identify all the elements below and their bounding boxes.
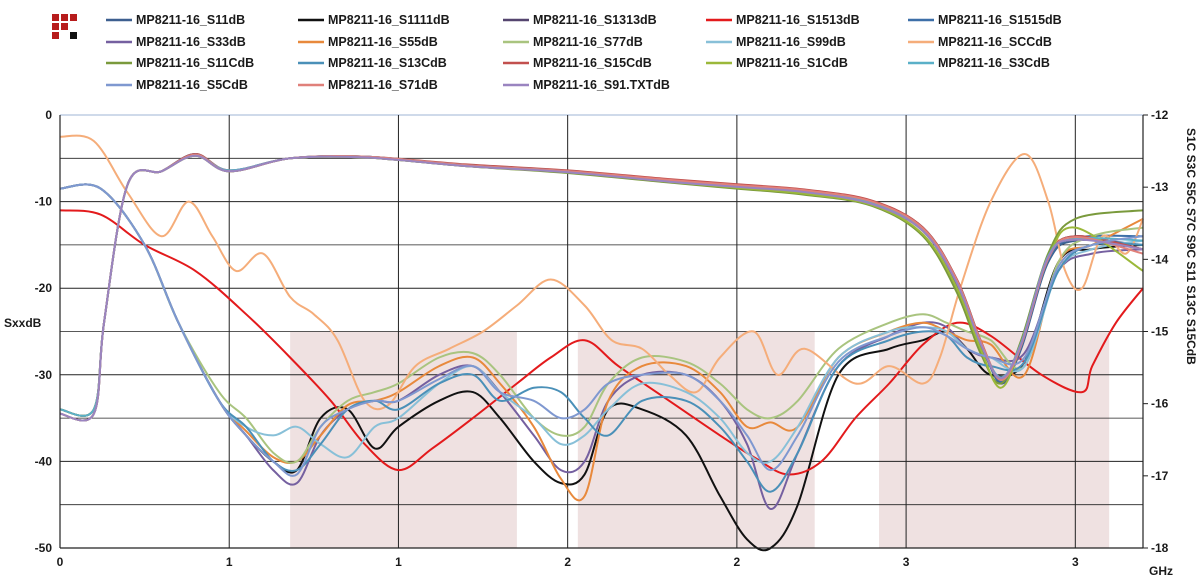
y2-tick-label: -14 [1151,252,1169,266]
x-tick-label: 1 [226,555,233,569]
y-tick-label: -50 [35,541,53,555]
legend-label: MP8211-16_S1515dB [938,13,1062,27]
legend-item: MP8211-16_S13CdB [298,56,447,70]
logo-square [52,23,59,30]
logo-square [52,14,59,21]
legend-label: MP8211-16_S11CdB [136,56,254,70]
legend-item: MP8211-16_S1515dB [908,13,1062,27]
y2-tick-label: -13 [1151,180,1169,194]
legend-label: MP8211-16_S11dB [136,13,245,27]
y2-tick-label: -12 [1151,108,1169,122]
legend-item: MP8211-16_S1CdB [706,56,848,70]
logo-square [52,32,59,39]
legend: MP8211-16_S11dB MP8211-16_S1111dB MP8211-1… [106,13,1062,92]
y2-tick-label: -18 [1151,541,1169,555]
series-line [59,183,1144,477]
legend-item: MP8211-16_S11CdB [106,56,254,70]
legend-item: MP8211-16_S1513dB [706,13,860,27]
legend-item: MP8211-16_S55dB [298,35,438,49]
y-tick-label: -40 [35,454,53,468]
series-line [59,183,1144,464]
legend-item: MP8211-16_S91.TXTdB [503,78,670,92]
series-line [59,134,1144,411]
x-tick-label: 3 [1072,555,1079,569]
logo-square [70,14,77,21]
y-tick-label: -20 [35,281,53,295]
logo-icon [52,14,77,39]
legend-item: MP8211-16_S3CdB [908,56,1050,70]
legend-item: MP8211-16_S11dB [106,13,245,27]
series-line [59,154,1144,422]
legend-label: MP8211-16_S77dB [533,35,643,49]
series-lines [59,134,1144,552]
legend-label: MP8211-16_S71dB [328,78,438,92]
y-tick-label: -30 [35,368,53,382]
legend-label: MP8211-16_S1513dB [736,13,860,27]
legend-label: MP8211-16_S55dB [328,35,438,49]
legend-label: MP8211-16_S91.TXTdB [533,78,670,92]
y2-tick-label: -17 [1151,469,1169,483]
legend-item: MP8211-16_S33dB [106,35,246,49]
legend-item: MP8211-16_S99dB [706,35,846,49]
legend-item: MP8211-16_S1313dB [503,13,657,27]
legend-item: MP8211-16_S15CdB [503,56,652,70]
y2-tick-label: -15 [1151,325,1169,339]
legend-label: MP8211-16_S13CdB [328,56,447,70]
legend-label: MP8211-16_S5CdB [136,78,248,92]
y-tick-label: -10 [35,195,53,209]
legend-item: MP8211-16_S1111dB [298,13,450,27]
x-tick-label: 2 [734,555,741,569]
legend-item: MP8211-16_SCCdB [908,35,1052,49]
legend-item: MP8211-16_S77dB [503,35,643,49]
y-tick-label: 0 [45,108,52,122]
legend-label: MP8211-16_S1313dB [533,13,657,27]
shaded-band [290,331,517,548]
series-line [59,183,1144,493]
shaded-band [879,331,1110,548]
x-axis-unit: GHz [1149,564,1173,578]
legend-label: MP8211-16_S1CdB [736,56,848,70]
y2-tick-label: -16 [1151,397,1169,411]
right-axis-label: S1C S3C S5C S7C S9C S11 S13C S15CdB [1184,128,1197,365]
legend-label: MP8211-16_S3CdB [938,56,1050,70]
x-tick-label: 0 [57,555,64,569]
legend-label: MP8211-16_S99dB [736,35,846,49]
axes: 0 -10 -20 -30 -40 -50 -12 -13 -14 -15 -16 -17 -18 0 1 1… [35,108,1169,569]
x-tick-label: 2 [564,555,571,569]
logo-square [70,32,77,39]
legend-label: MP8211-16_S1111dB [328,13,450,27]
logo-square [61,14,68,21]
legend-item: MP8211-16_S71dB [298,78,438,92]
x-tick-label: 1 [395,555,402,569]
series-line [59,183,1144,510]
x-tick-label: 3 [903,555,910,569]
shaded-band [577,331,815,548]
series-line [59,183,1144,502]
legend-label: MP8211-16_S33dB [136,35,246,49]
y-axis-label: SxxdB [4,316,42,330]
legend-label: MP8211-16_S15CdB [533,56,652,70]
legend-label: MP8211-16_SCCdB [938,35,1052,49]
legend-item: MP8211-16_S5CdB [106,78,248,92]
logo-square [61,23,68,30]
shaded-bands [290,331,1110,548]
